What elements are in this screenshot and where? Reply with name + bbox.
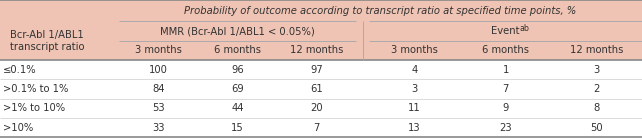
Text: 53: 53 (152, 103, 164, 113)
Text: 96: 96 (231, 65, 244, 75)
Text: 4: 4 (412, 65, 418, 75)
Text: ab: ab (519, 23, 530, 33)
Text: 6 months: 6 months (214, 45, 261, 55)
Text: 15: 15 (231, 123, 244, 133)
Text: MMR (Bcr-Abl 1/ABL1 < 0.05%): MMR (Bcr-Abl 1/ABL1 < 0.05%) (160, 26, 315, 36)
Text: 11: 11 (408, 103, 421, 113)
Text: 13: 13 (408, 123, 421, 133)
Text: 7: 7 (313, 123, 320, 133)
Text: >0.1% to 1%: >0.1% to 1% (3, 84, 69, 94)
Text: 3: 3 (412, 84, 418, 94)
Text: Event: Event (491, 26, 520, 36)
Text: 1: 1 (503, 65, 508, 75)
Text: 23: 23 (499, 123, 512, 133)
Text: 3 months: 3 months (391, 45, 438, 55)
Text: 84: 84 (152, 84, 164, 94)
Text: Probability of outcome according to transcript ratio at specified time points, %: Probability of outcome according to tran… (184, 6, 577, 16)
Text: 7: 7 (503, 84, 508, 94)
Text: 6 months: 6 months (482, 45, 529, 55)
Text: 2: 2 (593, 84, 600, 94)
Bar (0, 0, 642, 60)
Text: 69: 69 (231, 84, 244, 94)
Text: 100: 100 (149, 65, 168, 75)
Text: 12 months: 12 months (570, 45, 623, 55)
Text: ≤0.1%: ≤0.1% (3, 65, 37, 75)
Text: 50: 50 (590, 123, 603, 133)
Text: Bcr-Abl 1/ABL1
transcript ratio: Bcr-Abl 1/ABL1 transcript ratio (10, 30, 84, 51)
Bar (0, 60, 642, 137)
Text: 33: 33 (152, 123, 164, 133)
Text: 8: 8 (593, 103, 600, 113)
Text: 97: 97 (310, 65, 323, 75)
Text: 44: 44 (231, 103, 244, 113)
Text: 9: 9 (503, 103, 508, 113)
Text: 12 months: 12 months (290, 45, 343, 55)
Text: 61: 61 (310, 84, 323, 94)
Text: 3: 3 (593, 65, 600, 75)
Text: >10%: >10% (3, 123, 33, 133)
Text: 20: 20 (311, 103, 323, 113)
Text: 3 months: 3 months (135, 45, 182, 55)
Text: >1% to 10%: >1% to 10% (3, 103, 65, 113)
